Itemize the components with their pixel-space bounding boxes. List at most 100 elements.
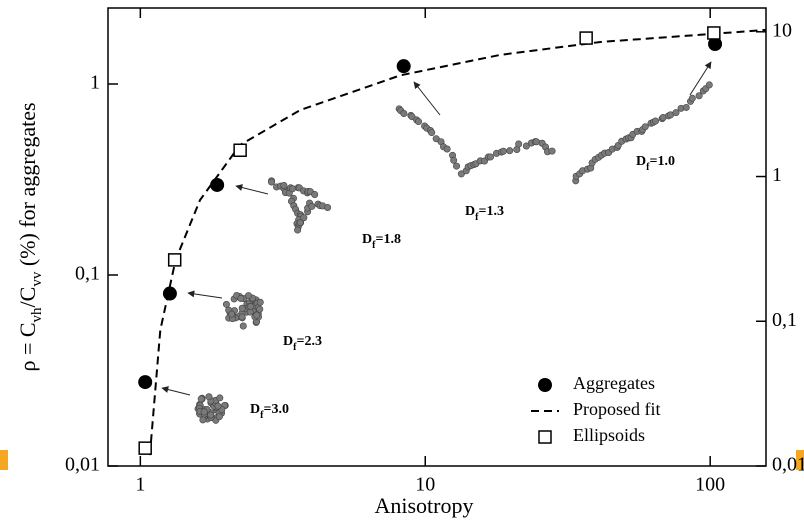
cluster-image [572,81,713,185]
annotation-part: f [646,162,650,173]
cluster-bead [548,147,556,155]
ellipsoid-point [138,441,152,455]
aggregate-point [396,59,411,74]
y-axis-title-part: vv [29,271,45,287]
cluster-bead [222,300,230,308]
y-tick-label: 1 [90,72,100,94]
cluster-bead [247,303,255,311]
cluster-bead [308,202,316,210]
cluster-bead [207,411,215,419]
cluster-bead [705,81,713,89]
annotation-part: D [465,204,475,219]
cluster-bead [414,118,422,126]
cluster-bead [228,310,236,318]
edge-marker [796,450,804,470]
cluster-bead [300,214,308,222]
cluster-bead [688,94,696,102]
cluster-bead [197,395,205,403]
annotation: Df=3.0 [250,402,289,421]
cluster-bead [682,103,690,111]
ellipsoid-point [707,26,721,40]
annotation-part: f [475,212,479,223]
y2-tick-label: 0,01 [772,454,804,476]
cluster-bead [205,393,213,401]
cluster-bead [428,129,436,137]
annotation-part: f [260,410,264,421]
x-tick-label: 100 [695,474,725,496]
y-axis-title: ρ = Cvh/Cvv (%) for aggregates [15,102,45,371]
cluster-bead [499,147,507,155]
legend-symbol [538,430,552,444]
aggregate-point [708,36,723,51]
cluster-bead [641,123,649,131]
y-axis-title-part: ρ = C [15,322,40,371]
legend-label: Aggregates [573,373,655,393]
annotation: Df=1.8 [362,232,401,251]
cluster-bead [443,145,451,153]
arrow [235,184,269,195]
annotation-part: =3.0 [263,402,288,417]
cluster-bead [289,185,297,193]
annotation: Df=1.3 [465,204,504,223]
cluster-bead [457,170,465,178]
y-axis-title-part: (%) for aggregates [15,102,40,271]
legend-label: Ellipsoids [573,425,645,445]
arrow [161,386,191,396]
y-axis-title-part: /C [15,287,40,308]
cluster-bead [253,311,261,319]
cluster-bead [238,304,246,312]
cluster-bead [695,92,703,100]
cluster-bead [256,298,264,306]
cluster-bead [672,109,680,117]
aggregate-point [138,375,153,390]
cluster-bead [199,416,207,424]
ellipsoid-point [579,31,593,45]
cluster-bead [487,153,495,161]
aggregate-point [162,286,177,301]
y-axis-title-part: vh [29,307,45,323]
annotation: Df=1.0 [636,154,675,173]
cluster-bead [237,295,245,303]
annotation-part: =1.0 [649,154,674,169]
annotation-part: D [250,402,260,417]
plot-frame [107,7,767,467]
annotation-part: D [636,154,646,169]
cluster-bead [200,408,208,416]
cluster-bead [400,110,408,118]
cluster-bead [214,402,222,410]
arrow [187,290,223,299]
cluster-bead [296,219,304,227]
cluster-bead [256,305,264,313]
y2-tick-label: 0,1 [772,309,797,331]
cluster-bead [238,313,246,321]
legend-label: Proposed fit [573,399,661,419]
cluster-bead [294,226,302,234]
annotation-part: D [283,334,293,349]
cluster-bead [453,162,461,170]
x-axis-title: Anisotropy [375,493,474,518]
y2-tick-label: 1 [772,164,782,186]
annotation-part: D [362,232,372,247]
cluster-image [395,105,556,178]
fit-line [148,28,767,456]
cluster-bead [215,413,223,421]
cluster-bead [506,147,514,155]
cluster-bead [216,394,224,402]
cluster-bead [652,117,660,125]
x-tick-label: 1 [135,474,145,496]
arrow [689,61,712,96]
annotation-part: f [372,240,376,251]
aggregate-point [210,177,225,192]
y2-tick-label: 10 [772,19,792,41]
annotation: Df=2.3 [283,334,322,353]
cluster-image [194,393,229,424]
annotation-part: =1.8 [375,232,400,247]
cluster-bead [311,190,319,198]
y-tick-label: 0,1 [75,263,100,285]
y-tick-label: 0,01 [65,454,100,476]
cluster-image [268,177,332,234]
annotation-part: =2.3 [296,334,321,349]
cluster-bead [245,292,253,300]
